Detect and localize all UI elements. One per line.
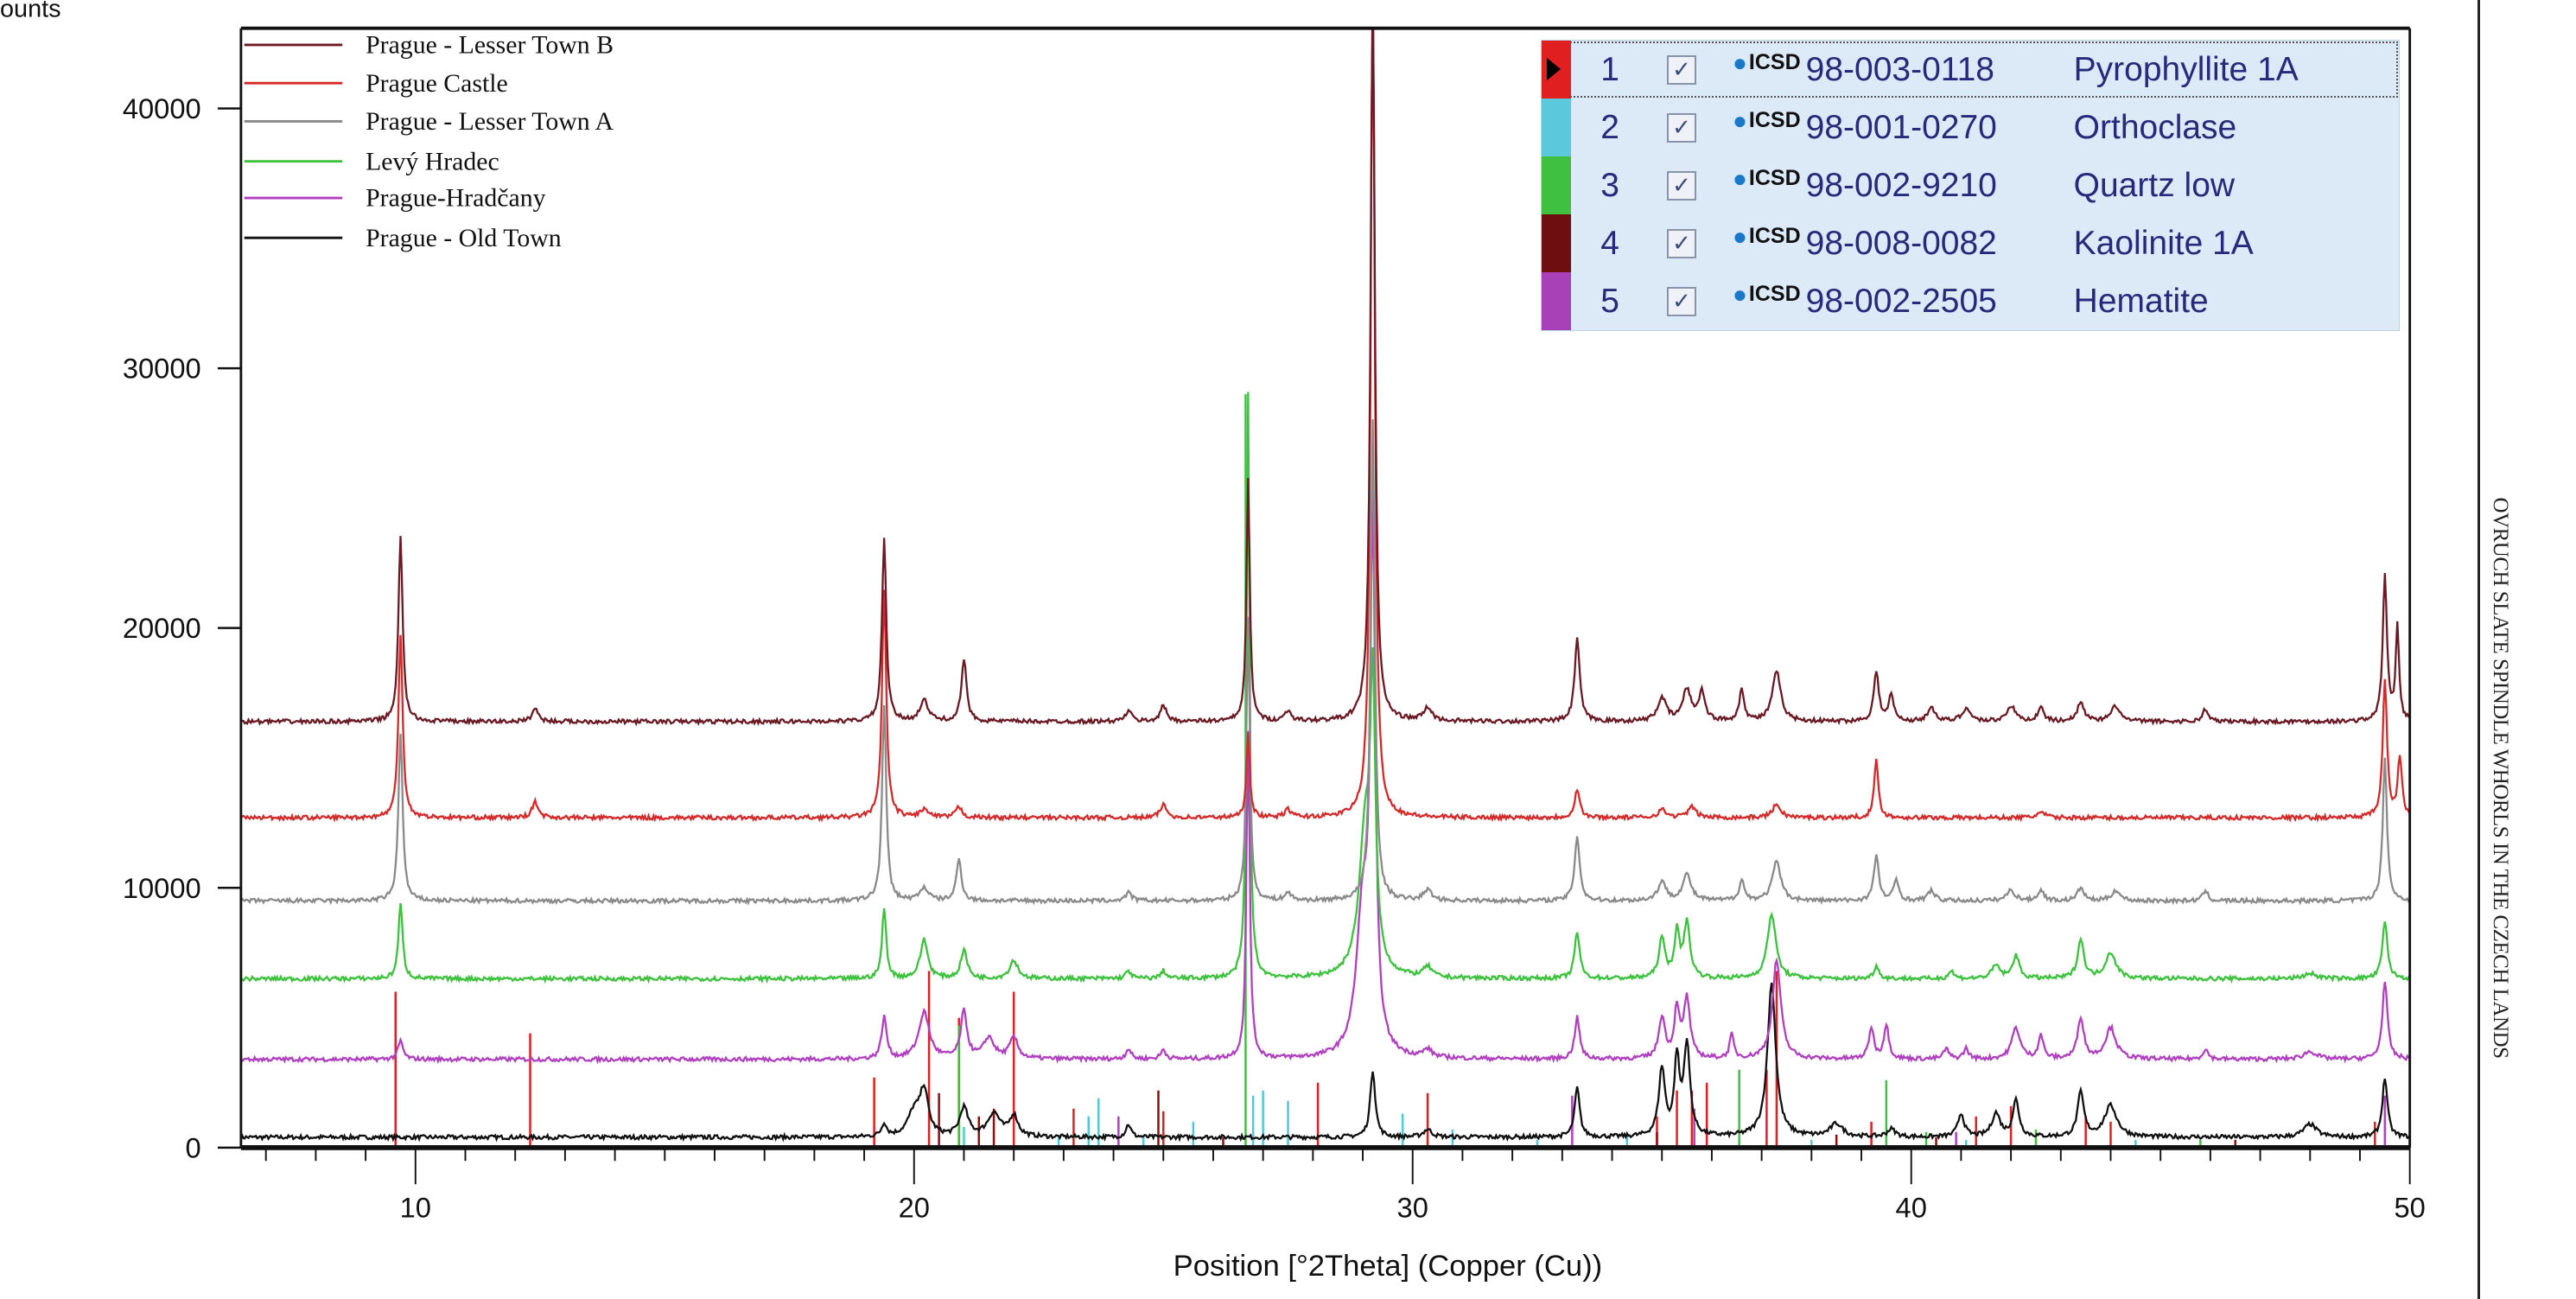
phase-visible-checkbox[interactable]: ✓ bbox=[1667, 170, 1696, 201]
icsd-badge: ● ICSD bbox=[1733, 280, 1801, 308]
legend-label: Prague - Lesser Town A bbox=[366, 107, 614, 136]
phase-name: Hematite bbox=[2073, 282, 2209, 320]
x-axis-label: Position [°2Theta] (Copper (Cu)) bbox=[1174, 1250, 1602, 1283]
icsd-logo-icon: ● bbox=[1733, 164, 1747, 192]
legend-label: Prague - Lesser Town B bbox=[366, 31, 614, 60]
reference-code: 98-002-2505 bbox=[1805, 282, 1997, 320]
reference-code: 98-003-0118 bbox=[1805, 50, 1994, 88]
phase-row[interactable]: 1 ✓ ● ICSD 98-003-0118 Pyrophyllite 1A bbox=[1542, 41, 2399, 99]
phase-visible-checkbox[interactable]: ✓ bbox=[1667, 286, 1696, 316]
reference-code: 98-002-9210 bbox=[1805, 166, 1997, 204]
plot-frame bbox=[239, 26, 2412, 1150]
phase-name: Kaolinite 1A bbox=[2073, 224, 2254, 262]
legend-label: Prague Castle bbox=[366, 69, 508, 98]
y-tick-label: 30000 bbox=[123, 353, 201, 385]
phase-number: 1 bbox=[1600, 50, 1619, 88]
phase-visible-checkbox[interactable]: ✓ bbox=[1667, 228, 1696, 258]
phase-row[interactable]: 5 ✓ ● ICSD 98-002-2505 Hematite bbox=[1542, 272, 2399, 330]
legend-label: Prague-Hradčany bbox=[366, 184, 546, 213]
legend: Prague - Lesser Town B Prague Castle Pragu… bbox=[244, 31, 614, 252]
phase-visible-checkbox[interactable]: ✓ bbox=[1667, 112, 1696, 143]
y-axis-label: ounts bbox=[0, 0, 61, 22]
phase-color-swatch bbox=[1542, 41, 1571, 99]
phase-name: Pyrophyllite 1A bbox=[2073, 50, 2299, 88]
legend-label: Prague - Old Town bbox=[366, 224, 562, 252]
icsd-badge: ● ICSD bbox=[1733, 222, 1801, 250]
phase-number: 4 bbox=[1600, 224, 1619, 262]
row-selector-arrow-icon bbox=[1547, 58, 1561, 80]
x-tick-label: 30 bbox=[1397, 1192, 1428, 1224]
y-tick-label: 0 bbox=[186, 1131, 201, 1163]
phase-name: Quartz low bbox=[2073, 166, 2236, 204]
series-line bbox=[240, 419, 2410, 906]
x-tick-label: 10 bbox=[400, 1192, 431, 1224]
y-tick-label: 10000 bbox=[123, 872, 201, 904]
phase-table: 1 ✓ ● ICSD 98-003-0118 Pyrophyllite 1A 2 … bbox=[1541, 40, 2400, 331]
series-line bbox=[240, 392, 2410, 984]
series-line bbox=[240, 28, 2410, 727]
series-line bbox=[240, 983, 2410, 1143]
phase-color-swatch bbox=[1542, 272, 1571, 330]
series-line bbox=[240, 495, 2410, 1065]
icsd-logo-icon: ● bbox=[1733, 222, 1747, 250]
phase-number: 5 bbox=[1600, 282, 1619, 320]
phase-name: Orthoclase bbox=[2073, 108, 2237, 146]
icsd-badge: ● ICSD bbox=[1733, 48, 1801, 76]
running-header: OVRUCH SLATE SPINDLE WHORLS IN THE CZECH… bbox=[2489, 497, 2512, 1059]
phase-color-swatch bbox=[1542, 99, 1571, 156]
icsd-logo-icon: ● bbox=[1733, 280, 1747, 308]
page-margin-rule bbox=[2477, 0, 2480, 1299]
x-tick-label: 50 bbox=[2395, 1192, 2426, 1224]
phase-number: 2 bbox=[1600, 108, 1619, 146]
y-tick-label: 40000 bbox=[123, 92, 201, 124]
icsd-logo-icon: ● bbox=[1733, 48, 1747, 76]
legend-label: Levý Hradec bbox=[366, 147, 499, 175]
icsd-logo-icon: ● bbox=[1733, 106, 1747, 134]
phase-row[interactable]: 3 ✓ ● ICSD 98-002-9210 Quartz low bbox=[1542, 156, 2399, 214]
x-tick-label: 40 bbox=[1896, 1192, 1927, 1224]
phase-number: 3 bbox=[1600, 166, 1619, 204]
x-tick-label: 20 bbox=[899, 1192, 930, 1224]
phase-row[interactable]: 4 ✓ ● ICSD 98-008-0082 Kaolinite 1A bbox=[1542, 214, 2399, 272]
y-tick-label: 20000 bbox=[123, 612, 201, 644]
reference-code: 98-008-0082 bbox=[1805, 224, 1997, 262]
phase-color-swatch bbox=[1542, 156, 1571, 214]
reference-code: 98-001-0270 bbox=[1805, 108, 1997, 146]
phase-row[interactable]: 2 ✓ ● ICSD 98-001-0270 Orthoclase bbox=[1542, 99, 2399, 156]
phase-color-swatch bbox=[1542, 214, 1571, 272]
phase-visible-checkbox[interactable]: ✓ bbox=[1667, 54, 1696, 85]
icsd-badge: ● ICSD bbox=[1733, 106, 1801, 134]
icsd-badge: ● ICSD bbox=[1733, 164, 1801, 192]
series-line bbox=[240, 28, 2410, 823]
